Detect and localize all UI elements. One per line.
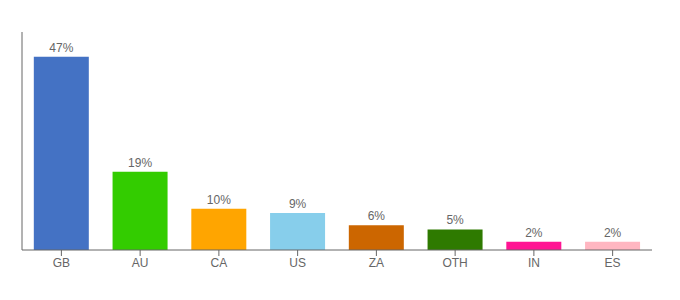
svg-text:ES: ES bbox=[605, 256, 621, 270]
svg-text:9%: 9% bbox=[289, 197, 307, 211]
svg-text:6%: 6% bbox=[368, 209, 386, 223]
svg-text:OTH: OTH bbox=[442, 256, 467, 270]
svg-text:AU: AU bbox=[132, 256, 149, 270]
svg-text:5%: 5% bbox=[446, 213, 464, 227]
svg-text:2%: 2% bbox=[604, 226, 622, 240]
svg-text:IN: IN bbox=[528, 256, 540, 270]
svg-text:47%: 47% bbox=[49, 41, 73, 55]
svg-text:2%: 2% bbox=[525, 226, 543, 240]
svg-text:19%: 19% bbox=[128, 156, 152, 170]
svg-text:GB: GB bbox=[53, 256, 70, 270]
svg-text:CA: CA bbox=[211, 256, 228, 270]
svg-text:10%: 10% bbox=[207, 193, 231, 207]
svg-text:ZA: ZA bbox=[369, 256, 384, 270]
svg-text:US: US bbox=[289, 256, 306, 270]
